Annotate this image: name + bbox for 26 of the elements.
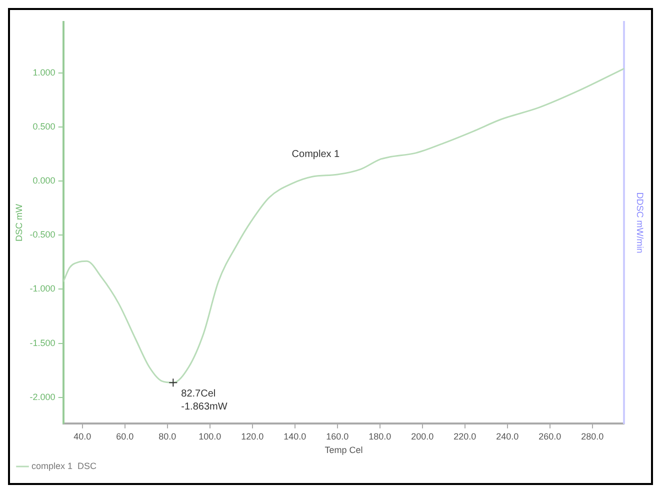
x-tick-label: 100.0 [198,431,222,442]
y-tick-label: -0.500 [30,230,56,240]
annotation: Complex 1 [292,149,340,160]
y-axis-title: DSC mW [14,203,24,242]
x-tick-label: 120.0 [241,431,264,442]
x-tick-label: 140.0 [284,431,306,442]
y-tick-label: 0.000 [32,176,56,186]
x-tick-label: 280.0 [581,431,604,442]
x-tick-label: 260.0 [538,431,562,442]
x-tick-label: 240.0 [496,431,519,442]
x-tick-label: 220.0 [454,431,476,442]
annotation: 82.7Cel -1.863mW [181,388,228,412]
y-tick-label: 0.500 [32,121,56,132]
x-tick-label: 60.0 [116,431,134,442]
x-tick-label: 160.0 [326,431,349,442]
x-axis-title: Temp Cel [324,445,363,456]
legend-label: complex 1 DSC [32,460,98,471]
x-tick-label: 200.0 [411,431,434,442]
y-tick-label: -1.000 [30,284,56,294]
y-tick-label: -2.000 [30,392,56,402]
x-tick-label: 180.0 [368,431,392,442]
x-tick-label: 40.0 [74,431,92,442]
x-tick-label: 80.0 [158,431,176,442]
y-tick-label: 1.000 [32,67,56,78]
y-tick-label: -1.500 [30,338,56,348]
y2-axis-title: DDSC mW/min [635,192,646,254]
